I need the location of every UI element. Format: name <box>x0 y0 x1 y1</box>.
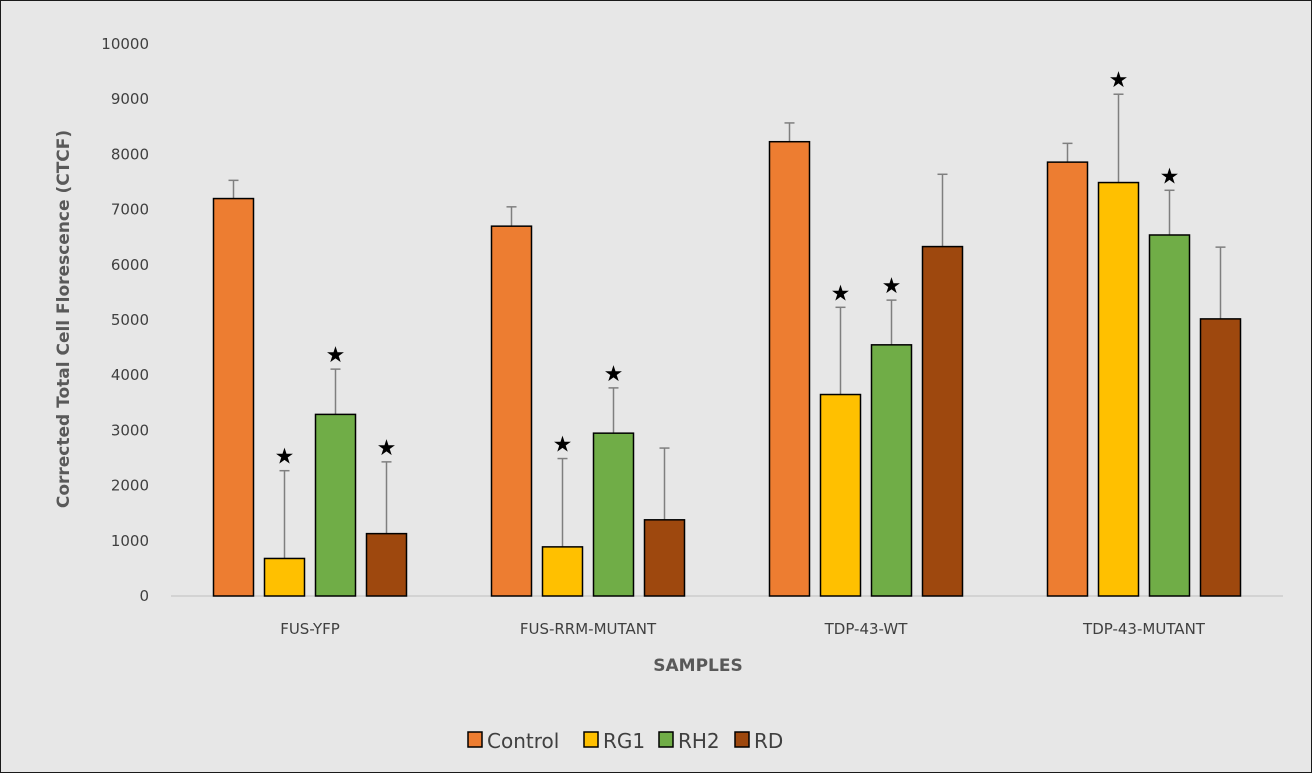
bar-rd <box>643 519 686 597</box>
bar-rd <box>921 245 964 597</box>
x-tick-label: TDP-43-WT <box>824 620 909 638</box>
y-axis-title: Corrected Total Cell Florescence (CTCF) <box>54 130 74 508</box>
legend-label-rh2: RH2 <box>678 729 720 753</box>
y-tick-label: 9000 <box>111 90 149 108</box>
y-tick-label: 6000 <box>111 256 149 274</box>
significance-star: ★ <box>604 362 624 387</box>
significance-star: ★ <box>553 433 573 458</box>
significance-star: ★ <box>377 436 397 461</box>
y-tick-label: 10000 <box>101 35 149 53</box>
bar-rd <box>365 532 408 597</box>
significance-star: ★ <box>275 445 295 470</box>
bar-rg1 <box>541 546 584 597</box>
y-tick-label: 3000 <box>111 421 149 439</box>
legend-label-control: Control <box>487 729 559 753</box>
y-tick-label: 1000 <box>111 532 149 550</box>
y-tick-label: 2000 <box>111 477 149 495</box>
y-tick-label: 7000 <box>111 201 149 219</box>
legend-label-rg1: RG1 <box>603 729 645 753</box>
legend: Control RG1 RH2 RD <box>467 729 783 753</box>
significance-star: ★ <box>1160 164 1180 189</box>
plot-area: 0 1000 2000 3000 4000 5000 6000 7000 8000 9000 100… <box>101 35 1283 638</box>
y-tick-label: 8000 <box>111 145 149 163</box>
bar-control <box>768 140 811 597</box>
bar-rg1 <box>819 393 862 597</box>
significance-star: ★ <box>1109 68 1129 93</box>
significance-star: ★ <box>831 281 851 306</box>
y-tick-label: 5000 <box>111 311 149 329</box>
bar-control <box>1046 161 1089 597</box>
bar-control <box>212 197 255 597</box>
bar-control <box>490 225 533 597</box>
legend-swatch-rh2 <box>658 731 674 748</box>
legend-swatch-rd <box>734 731 750 748</box>
significance-star: ★ <box>882 274 902 299</box>
bar-rh2 <box>314 413 357 597</box>
x-tick-label: FUS-YFP <box>280 620 340 638</box>
bar-rg1 <box>1097 181 1140 597</box>
bar-rh2 <box>1148 234 1191 597</box>
significance-star: ★ <box>326 343 346 368</box>
bar-rh2 <box>592 432 635 597</box>
legend-swatch-rg1 <box>583 731 599 748</box>
x-tick-label: TDP-43-MUTANT <box>1082 620 1206 638</box>
y-tick-label: 0 <box>139 587 149 605</box>
legend-swatch-control <box>467 731 483 748</box>
x-axis-title: SAMPLES <box>653 656 742 676</box>
bar-rh2 <box>870 344 913 597</box>
bar-rg1 <box>263 557 306 597</box>
y-tick-label: 4000 <box>111 366 149 384</box>
bar-rd <box>1199 318 1242 597</box>
legend-label-rd: RD <box>754 729 783 753</box>
x-tick-label: FUS-RRM-MUTANT <box>520 620 657 638</box>
